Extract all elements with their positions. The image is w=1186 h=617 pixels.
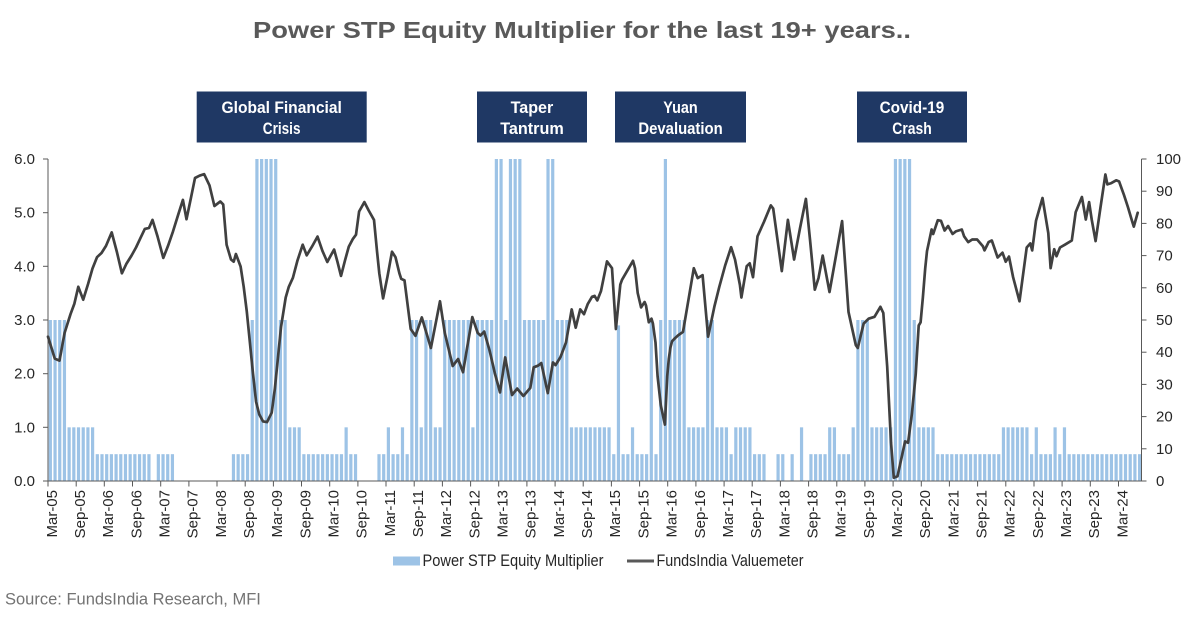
svg-text:Sep-23: Sep-23 xyxy=(1086,490,1103,538)
svg-text:Mar-18: Mar-18 xyxy=(776,490,793,538)
svg-text:5.0: 5.0 xyxy=(14,205,35,222)
svg-text:Sep-06: Sep-06 xyxy=(128,490,145,538)
svg-text:Mar-23: Mar-23 xyxy=(1058,490,1075,538)
svg-text:Mar-17: Mar-17 xyxy=(720,490,737,538)
svg-text:Mar-08: Mar-08 xyxy=(213,490,230,538)
svg-text:Crash: Crash xyxy=(892,120,931,138)
svg-text:50: 50 xyxy=(1156,312,1173,329)
svg-text:1.0: 1.0 xyxy=(14,419,35,436)
svg-text:Sep-07: Sep-07 xyxy=(185,490,202,538)
svg-text:Global Financial: Global Financial xyxy=(222,99,342,117)
svg-text:Sep-05: Sep-05 xyxy=(72,490,89,538)
svg-text:3.0: 3.0 xyxy=(14,312,35,329)
svg-text:Mar-10: Mar-10 xyxy=(326,490,343,538)
svg-text:Sep-14: Sep-14 xyxy=(579,490,596,538)
svg-text:Mar-12: Mar-12 xyxy=(438,490,455,538)
svg-text:Mar-19: Mar-19 xyxy=(833,490,850,538)
svg-text:80: 80 xyxy=(1156,215,1173,232)
svg-text:Sep-12: Sep-12 xyxy=(466,490,483,538)
svg-text:Sep-10: Sep-10 xyxy=(354,490,371,538)
svg-text:Power STP Equity Multiplier: Power STP Equity Multiplier xyxy=(423,552,604,570)
svg-text:0: 0 xyxy=(1156,473,1164,490)
svg-text:0.0: 0.0 xyxy=(14,473,35,490)
svg-text:Mar-14: Mar-14 xyxy=(551,490,568,538)
svg-text:Sep-09: Sep-09 xyxy=(297,490,314,538)
svg-text:Sep-19: Sep-19 xyxy=(861,490,878,538)
svg-text:Mar-11: Mar-11 xyxy=(382,490,399,536)
svg-text:Taper: Taper xyxy=(511,99,554,117)
svg-text:Tantrum: Tantrum xyxy=(500,120,564,138)
svg-text:Mar-21: Mar-21 xyxy=(945,490,962,538)
svg-text:Sep-13: Sep-13 xyxy=(523,490,540,538)
svg-text:Mar-05: Mar-05 xyxy=(44,490,61,538)
svg-text:FundsIndia Valuemeter: FundsIndia Valuemeter xyxy=(657,552,804,570)
svg-text:Sep-18: Sep-18 xyxy=(804,490,821,538)
svg-text:Mar-24: Mar-24 xyxy=(1114,490,1131,538)
svg-text:Mar-20: Mar-20 xyxy=(889,490,906,538)
svg-text:70: 70 xyxy=(1156,248,1173,265)
svg-text:2.0: 2.0 xyxy=(14,366,35,383)
svg-text:Mar-22: Mar-22 xyxy=(1002,490,1019,538)
svg-text:30: 30 xyxy=(1156,376,1173,393)
svg-text:90: 90 xyxy=(1156,183,1173,200)
svg-text:20: 20 xyxy=(1156,409,1173,426)
svg-text:Sep-11: Sep-11 xyxy=(410,490,427,537)
svg-text:Sep-22: Sep-22 xyxy=(1030,490,1047,538)
svg-text:Sep-15: Sep-15 xyxy=(635,490,652,538)
svg-text:4.0: 4.0 xyxy=(14,258,35,275)
svg-text:Power STP Equity Multiplier fo: Power STP Equity Multiplier for the last… xyxy=(253,17,911,43)
svg-text:100: 100 xyxy=(1156,151,1181,168)
svg-text:6.0: 6.0 xyxy=(14,151,35,168)
svg-text:Devaluation: Devaluation xyxy=(638,120,722,138)
svg-text:10: 10 xyxy=(1156,441,1173,458)
svg-text:Mar-07: Mar-07 xyxy=(157,490,174,538)
svg-text:Mar-15: Mar-15 xyxy=(607,490,624,538)
svg-text:Source: FundsIndia Research, M: Source: FundsIndia Research, MFI xyxy=(5,591,261,609)
svg-text:40: 40 xyxy=(1156,344,1173,361)
svg-text:Sep-08: Sep-08 xyxy=(241,490,258,538)
svg-text:Mar-09: Mar-09 xyxy=(269,490,286,538)
svg-text:Mar-16: Mar-16 xyxy=(664,490,681,538)
svg-text:Mar-06: Mar-06 xyxy=(100,490,117,538)
svg-text:Sep-20: Sep-20 xyxy=(917,490,934,538)
svg-text:Mar-13: Mar-13 xyxy=(495,490,512,538)
svg-text:Sep-17: Sep-17 xyxy=(748,490,765,538)
svg-text:Yuan: Yuan xyxy=(663,99,697,117)
svg-text:60: 60 xyxy=(1156,280,1173,297)
svg-text:Sep-21: Sep-21 xyxy=(974,490,991,538)
svg-text:Crisis: Crisis xyxy=(263,120,301,138)
svg-text:Covid-19: Covid-19 xyxy=(880,99,945,117)
svg-text:Sep-16: Sep-16 xyxy=(692,490,709,538)
